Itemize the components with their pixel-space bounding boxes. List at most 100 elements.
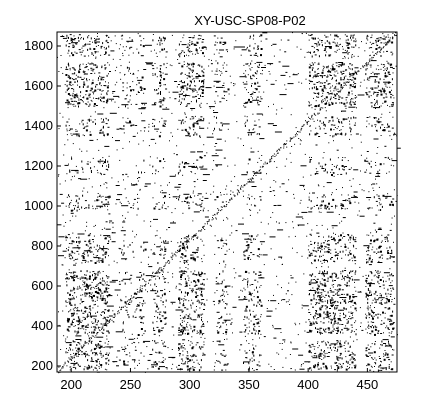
- data-point: [198, 300, 200, 302]
- data-point: [103, 79, 105, 81]
- data-point: [68, 75, 70, 77]
- data-point: [366, 94, 368, 95]
- data-point: [390, 346, 392, 348]
- data-point: [200, 50, 202, 51]
- data-point: [200, 287, 203, 290]
- data-point: [171, 252, 173, 254]
- data-point: [86, 354, 89, 356]
- data-point: [353, 55, 355, 57]
- data-point: [295, 216, 303, 218]
- data-point: [223, 355, 225, 357]
- data-point: [329, 46, 332, 49]
- data-point: [74, 330, 76, 333]
- data-point: [161, 270, 164, 272]
- data-point: [199, 274, 202, 275]
- data-point: [356, 339, 358, 341]
- data-point: [311, 324, 313, 326]
- data-point: [334, 127, 336, 128]
- data-point: [358, 210, 360, 212]
- data-point: [136, 288, 138, 290]
- data-point: [322, 69, 324, 72]
- data-point: [164, 201, 165, 204]
- data-point: [359, 215, 365, 217]
- data-point: [286, 158, 288, 160]
- data-point: [160, 248, 163, 250]
- data-point: [218, 318, 221, 320]
- data-point: [89, 131, 91, 133]
- data-point: [220, 194, 222, 196]
- data-point: [96, 288, 98, 289]
- data-point: [165, 240, 167, 243]
- data-point: [335, 305, 337, 306]
- data-point: [106, 301, 108, 304]
- data-point: [233, 46, 239, 48]
- data-point: [215, 91, 218, 93]
- data-point: [160, 93, 161, 95]
- data-point: [181, 86, 183, 88]
- data-point: [160, 297, 162, 299]
- data-point: [254, 279, 257, 281]
- data-point: [93, 352, 95, 353]
- data-point: [385, 368, 387, 371]
- data-point: [222, 271, 224, 273]
- data-point: [160, 361, 162, 363]
- data-point: [200, 293, 203, 296]
- data-point: [87, 249, 89, 251]
- data-point: [76, 209, 78, 212]
- data-point: [368, 191, 370, 193]
- data-point: [85, 43, 87, 46]
- data-point: [311, 263, 313, 265]
- data-point: [68, 326, 71, 328]
- data-point: [317, 68, 319, 70]
- data-point: [333, 317, 336, 320]
- data-point: [104, 48, 106, 50]
- data-point: [197, 195, 199, 196]
- data-point: [337, 326, 339, 329]
- data-point: [91, 239, 94, 240]
- data-point: [72, 79, 75, 81]
- data-point: [321, 90, 324, 92]
- data-point: [321, 278, 323, 280]
- data-point: [246, 116, 248, 118]
- data-point: [335, 293, 336, 295]
- data-point: [324, 86, 326, 88]
- data-point: [104, 227, 106, 229]
- data-point: [138, 342, 140, 344]
- data-point: [85, 292, 88, 295]
- data-point: [386, 258, 389, 260]
- data-point: [107, 90, 109, 92]
- data-point: [348, 67, 350, 69]
- data-point: [126, 122, 132, 124]
- data-point: [273, 337, 277, 339]
- data-point: [351, 79, 353, 81]
- data-point: [339, 250, 341, 253]
- data-point: [257, 321, 259, 324]
- data-point: [76, 344, 78, 346]
- data-point: [257, 318, 260, 320]
- data-point: [96, 207, 98, 209]
- data-point: [75, 101, 77, 103]
- data-point: [223, 319, 231, 321]
- data-point: [124, 282, 126, 285]
- data-point: [99, 75, 100, 77]
- data-point: [347, 321, 349, 323]
- data-point: [104, 342, 106, 344]
- data-point: [130, 124, 135, 126]
- data-point: [80, 99, 82, 101]
- data-point: [293, 193, 295, 195]
- data-point: [167, 206, 169, 208]
- data-point: [65, 102, 70, 104]
- data-point: [68, 253, 70, 256]
- data-point: [69, 347, 71, 349]
- data-point: [87, 235, 90, 237]
- data-point: [107, 243, 109, 244]
- data-point: [309, 156, 311, 158]
- data-point: [344, 267, 346, 269]
- data-point: [66, 277, 69, 280]
- data-point: [342, 157, 344, 158]
- data-point: [314, 133, 317, 136]
- data-point: [345, 166, 347, 167]
- data-point: [188, 315, 190, 317]
- data-point: [323, 50, 326, 51]
- data-point: [350, 130, 352, 133]
